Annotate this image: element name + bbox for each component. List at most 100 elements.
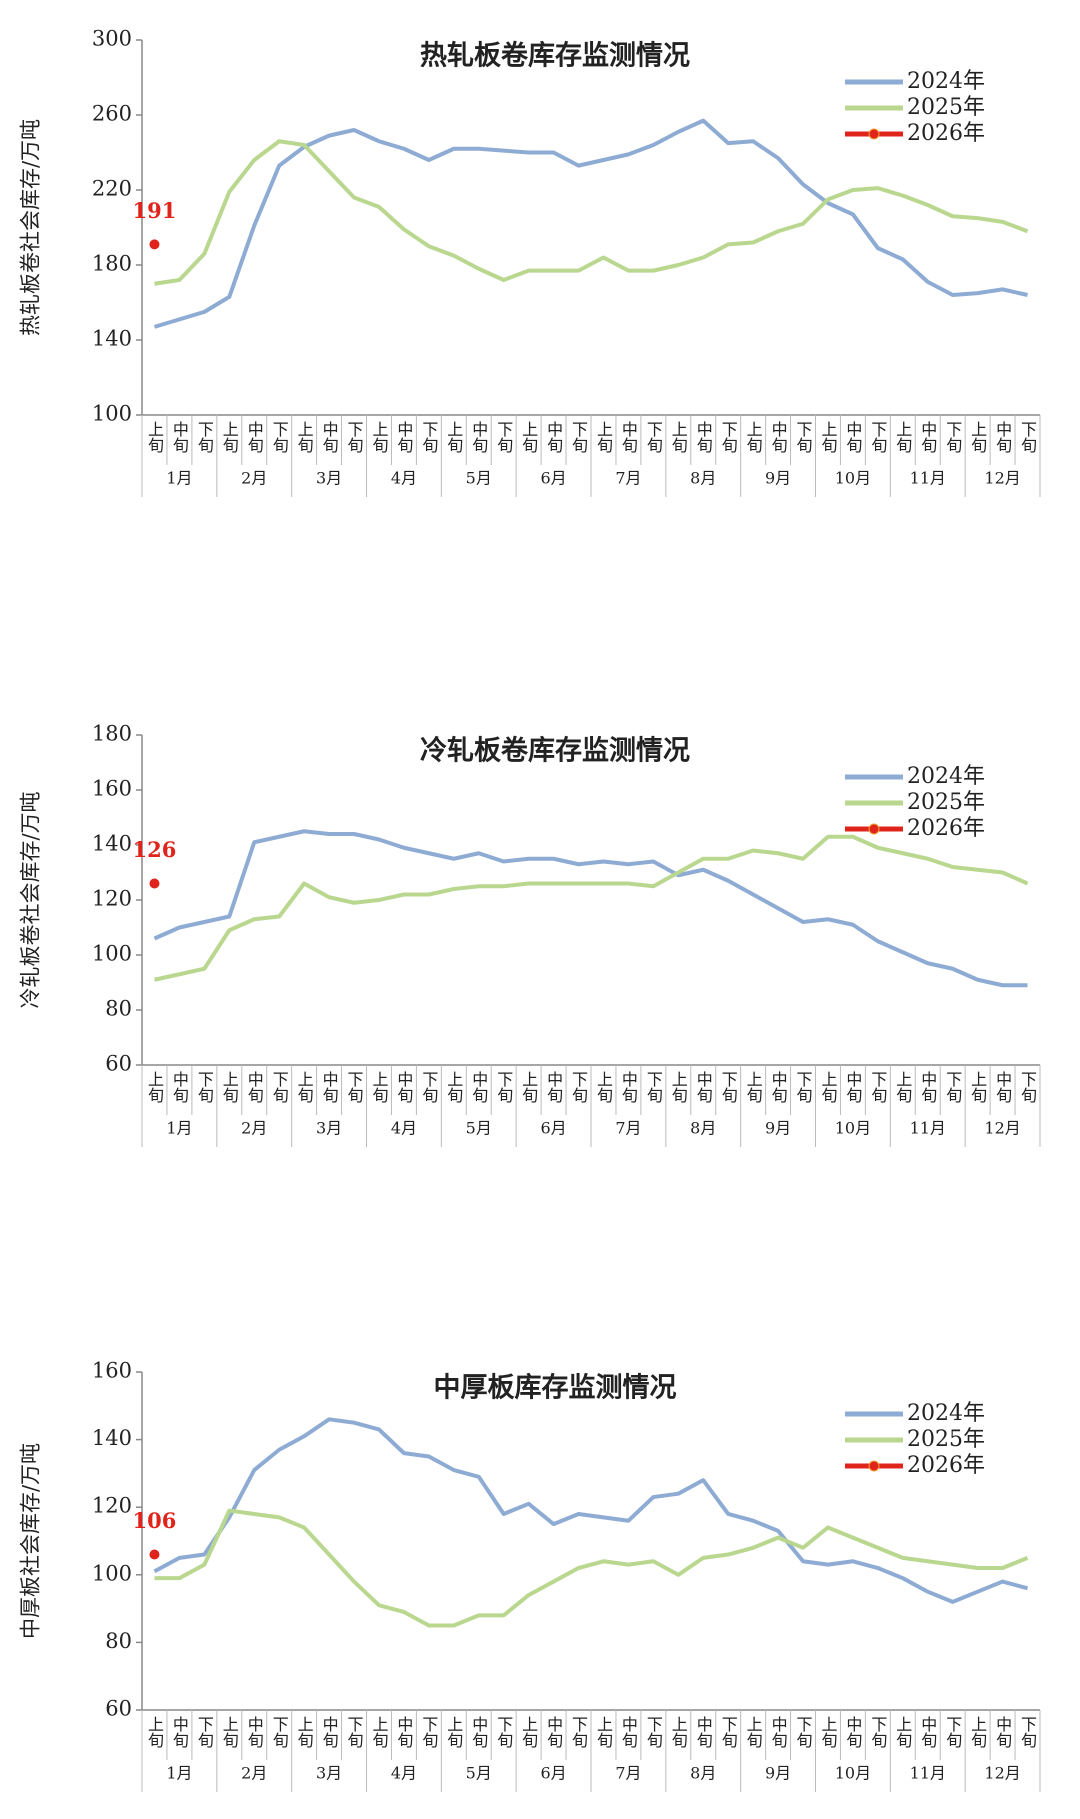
x-tick-label: 上旬: [220, 1071, 239, 1104]
x-tick-label: 上旬: [893, 1716, 912, 1749]
x-tick-label: 中旬: [469, 421, 488, 454]
series-line: [154, 1508, 1029, 1628]
legend-marker: [868, 1460, 880, 1472]
x-tick-label: 中旬: [694, 421, 713, 454]
x-tick-label: 下旬: [719, 1071, 738, 1104]
x-tick-label: 中旬: [544, 1716, 563, 1749]
x-tick-label: 中旬: [245, 421, 264, 454]
x-tick-label: 上旬: [818, 1716, 837, 1749]
month-label: 9月: [765, 1764, 791, 1783]
y-tick-label: 300: [92, 27, 132, 51]
x-tick-label: 下旬: [868, 1716, 887, 1749]
x-tick-label: 中旬: [843, 1071, 862, 1104]
x-tick-label: 中旬: [769, 421, 788, 454]
month-label: 2月: [241, 1119, 267, 1138]
x-tick-label: 中旬: [469, 1071, 488, 1104]
x-tick-label: 下旬: [719, 1716, 738, 1749]
month-label: 10月: [835, 469, 871, 488]
x-tick-label: 上旬: [744, 1071, 763, 1104]
x-tick-label: 上旬: [369, 1071, 388, 1104]
x-tick-label: 下旬: [794, 1071, 813, 1104]
legend-marker: [868, 823, 880, 835]
x-tick-label: 中旬: [320, 421, 339, 454]
chart-title: 冷轧板卷库存监测情况: [420, 736, 690, 767]
y-tick-label: 220: [92, 177, 132, 201]
x-tick-label: 下旬: [644, 1071, 663, 1104]
y-tick-label: 60: [105, 1052, 132, 1076]
y-tick-label: 160: [92, 777, 132, 801]
x-tick-label: 上旬: [594, 421, 613, 454]
month-label: 10月: [835, 1764, 871, 1783]
month-label: 6月: [540, 469, 566, 488]
month-label: 4月: [391, 1119, 417, 1138]
x-tick-label: 上旬: [295, 421, 314, 454]
series-point: [149, 239, 160, 250]
x-tick-label: 上旬: [968, 1716, 987, 1749]
y-tick-label: 80: [105, 997, 132, 1021]
x-tick-label: 中旬: [320, 1071, 339, 1104]
x-tick-label: 上旬: [145, 421, 164, 454]
data-label: 191: [133, 198, 177, 223]
month-label: 6月: [540, 1764, 566, 1783]
x-tick-label: 中旬: [694, 1716, 713, 1749]
series-line: [153, 829, 1028, 988]
x-tick-label: 下旬: [644, 1716, 663, 1749]
month-label: 12月: [984, 1119, 1020, 1138]
x-tick-label: 中旬: [918, 1071, 937, 1104]
y-tick-label: 260: [92, 102, 132, 126]
series-point: [149, 1549, 160, 1560]
month-label: 9月: [765, 1119, 791, 1138]
month-label: 5月: [466, 469, 492, 488]
x-tick-label: 中旬: [170, 1071, 189, 1104]
legend-label: 2025年: [907, 1427, 985, 1452]
chart-title: 中厚板库存监测情况: [434, 1373, 677, 1404]
x-tick-label: 中旬: [843, 421, 862, 454]
y-axis-label: 热轧板卷社会库存/万吨: [19, 119, 43, 336]
x-tick-label: 中旬: [394, 421, 413, 454]
x-tick-label: 下旬: [419, 421, 438, 454]
month-label: 7月: [615, 469, 641, 488]
x-tick-label: 下旬: [195, 1071, 214, 1104]
month-label: 12月: [984, 1764, 1020, 1783]
x-tick-label: 下旬: [1018, 1071, 1037, 1104]
x-tick-label: 下旬: [794, 1716, 813, 1749]
x-tick-label: 中旬: [469, 1716, 488, 1749]
y-tick-label: 120: [92, 887, 132, 911]
month-label: 8月: [690, 1764, 716, 1783]
x-tick-label: 上旬: [145, 1071, 164, 1104]
y-tick-label: 60: [105, 1697, 132, 1721]
x-tick-label: 下旬: [719, 421, 738, 454]
series-point: [149, 878, 160, 889]
x-tick-label: 上旬: [369, 421, 388, 454]
x-tick-label: 上旬: [594, 1716, 613, 1749]
legend-marker: [868, 128, 880, 140]
legend-label: 2025年: [907, 95, 985, 120]
x-tick-label: 中旬: [394, 1071, 413, 1104]
month-label: 1月: [166, 469, 192, 488]
x-tick-label: 下旬: [868, 1071, 887, 1104]
x-tick-label: 中旬: [320, 1716, 339, 1749]
month-label: 11月: [910, 469, 946, 488]
month-label: 8月: [690, 1119, 716, 1138]
x-tick-label: 下旬: [419, 1716, 438, 1749]
x-tick-label: 上旬: [519, 1716, 538, 1749]
y-tick-label: 100: [92, 1561, 132, 1585]
line-chart: 中厚板库存监测情况中厚板社会库存/万吨6080100120140160上旬 中旬下…: [19, 1359, 1041, 1792]
x-tick-label: 下旬: [270, 1071, 289, 1104]
x-tick-label: 中旬: [170, 421, 189, 454]
legend-label: 2026年: [907, 1453, 985, 1478]
legend-label: 2025年: [907, 790, 985, 815]
x-tick-label: 上旬: [744, 421, 763, 454]
x-tick-label: 上旬: [669, 1716, 688, 1749]
y-tick-label: 140: [92, 327, 132, 351]
x-tick-label: 上旬: [893, 421, 912, 454]
legend-label: 2026年: [907, 121, 985, 146]
x-tick-label: 中旬: [918, 421, 937, 454]
month-label: 2月: [241, 469, 267, 488]
x-tick-label: 下旬: [270, 421, 289, 454]
x-tick-label: 中旬: [694, 1071, 713, 1104]
x-tick-label: 上旬: [893, 1071, 912, 1104]
x-tick-label: 下旬: [345, 1071, 364, 1104]
